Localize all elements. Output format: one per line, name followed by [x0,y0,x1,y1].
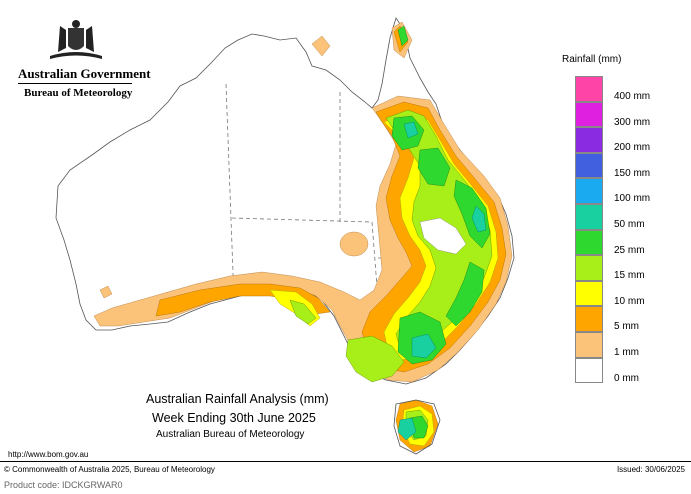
legend-swatch [575,203,603,230]
legend-label: 25 mm [614,244,645,256]
rainfall-50mm-areas [397,121,487,441]
product-code: Product code: IDCKGRWAR0 [4,480,123,490]
legend-swatch [575,127,603,153]
government-title: Australian Government [18,66,151,81]
legend-label: 100 mm [614,193,651,205]
legend-label: 5 mm [614,321,639,333]
map-title: Australian Rainfall Analysis (mm) [146,392,329,406]
legend-label: 0 mm [614,372,639,384]
legend-label: 150 mm [614,167,651,179]
copyright-text: © Commonwealth of Australia 2025, Bureau… [4,465,215,474]
legend-swatch [575,306,603,332]
issued-date: Issued: 30/06/2025 [616,465,685,474]
legend-swatch [575,357,603,384]
tasmania-outline [393,399,441,455]
legend-label: 10 mm [614,295,645,307]
legend-label: 400 mm [614,91,651,102]
bom-url[interactable]: http://www.bom.gov.au [8,450,89,459]
legend-swatch [575,101,603,128]
legend-swatch [575,280,603,307]
legend-label: 1 mm [614,347,639,358]
map-period: Week Ending 30th June 2025 [152,411,316,425]
coat-of-arms-icon [50,20,102,59]
rainfall-legend [575,76,603,384]
legend-swatch [575,229,603,256]
dry-inland-area [419,217,467,255]
legend-swatch [575,255,603,281]
legend-label: 200 mm [614,142,651,154]
legend-swatch [575,331,603,358]
legend-swatch [575,76,603,102]
legend-swatch [575,178,603,204]
legend-label: 300 mm [614,116,651,128]
bureau-subtitle: Bureau of Meteorology [24,87,133,99]
map-source: Australian Bureau of Meteorology [156,429,305,440]
footer-divider [0,461,691,462]
legend-title: Rainfall (mm) [562,54,622,65]
legend-swatch [575,152,603,179]
legend-label: 15 mm [614,270,645,282]
legend-label: 50 mm [614,219,645,230]
header-divider [18,83,132,84]
